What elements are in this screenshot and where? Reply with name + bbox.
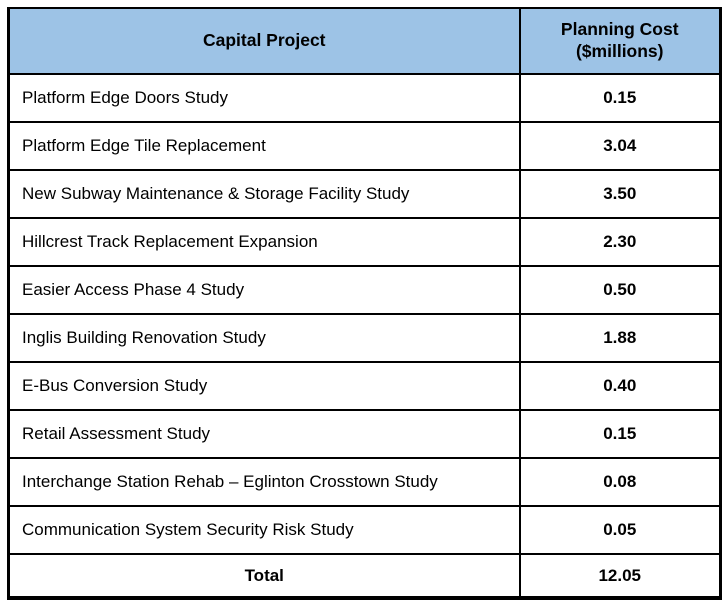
cost-value-cell: 0.05 xyxy=(518,505,722,555)
cost-value-cell: 3.04 xyxy=(518,121,722,171)
cost-value-cell: 0.08 xyxy=(518,457,722,507)
cost-value-cell: 2.30 xyxy=(518,217,722,267)
project-name-cell: Communication System Security Risk Study xyxy=(7,505,521,555)
column-header-capital-project: Capital Project xyxy=(7,7,521,75)
project-name-cell: New Subway Maintenance & Storage Facilit… xyxy=(7,169,521,219)
project-name-cell: Inglis Building Renovation Study xyxy=(7,313,521,363)
table-row: Retail Assessment Study 0.15 xyxy=(7,409,722,459)
cost-value-cell: 1.88 xyxy=(518,313,722,363)
table-row: E-Bus Conversion Study 0.40 xyxy=(7,361,722,411)
cost-value-cell: 3.50 xyxy=(518,169,722,219)
table-row: Hillcrest Track Replacement Expansion 2.… xyxy=(7,217,722,267)
cost-value-cell: 0.15 xyxy=(518,73,722,123)
planning-cost-table: Capital Project Planning Cost ($millions… xyxy=(7,7,722,600)
table-row: Easier Access Phase 4 Study 0.50 xyxy=(7,265,722,315)
column-header-planning-cost: Planning Cost ($millions) xyxy=(518,7,722,75)
project-name-cell: Platform Edge Doors Study xyxy=(7,73,521,123)
table-row: Communication System Security Risk Study… xyxy=(7,505,722,555)
table-row: Inglis Building Renovation Study 1.88 xyxy=(7,313,722,363)
total-label-cell: Total xyxy=(7,553,521,599)
table-total-row: Total 12.05 xyxy=(7,553,722,599)
table-row: Interchange Station Rehab – Eglinton Cro… xyxy=(7,457,722,507)
table-header-row: Capital Project Planning Cost ($millions… xyxy=(7,7,722,75)
total-value-cell: 12.05 xyxy=(518,553,722,599)
capital-project-table: Capital Project Planning Cost ($millions… xyxy=(7,7,722,600)
table-row: New Subway Maintenance & Storage Facilit… xyxy=(7,169,722,219)
project-name-cell: Interchange Station Rehab – Eglinton Cro… xyxy=(7,457,521,507)
table-row: Platform Edge Doors Study 0.15 xyxy=(7,73,722,123)
project-name-cell: Retail Assessment Study xyxy=(7,409,521,459)
cost-value-cell: 0.15 xyxy=(518,409,722,459)
project-name-cell: E-Bus Conversion Study xyxy=(7,361,521,411)
table-row: Platform Edge Tile Replacement 3.04 xyxy=(7,121,722,171)
cost-value-cell: 0.40 xyxy=(518,361,722,411)
project-name-cell: Hillcrest Track Replacement Expansion xyxy=(7,217,521,267)
cost-value-cell: 0.50 xyxy=(518,265,722,315)
project-name-cell: Easier Access Phase 4 Study xyxy=(7,265,521,315)
project-name-cell: Platform Edge Tile Replacement xyxy=(7,121,521,171)
